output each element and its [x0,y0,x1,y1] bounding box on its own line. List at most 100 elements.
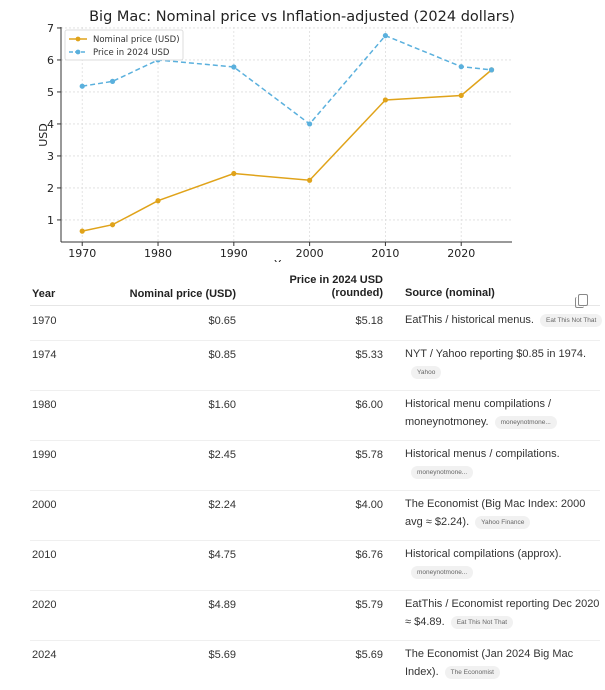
table-row: 1980 $1.60 $6.00 Historical menu compilatio… [30,390,600,441]
source-chip[interactable]: Yahoo [411,365,442,379]
data-point [109,222,116,228]
data-point [458,92,464,99]
cell-source: The Economist (Big Mac Index: 2000 avg ≈… [405,495,605,531]
source-chip[interactable]: Eat This Not That [540,313,603,327]
legend-label: Nominal price (USD) [93,35,180,45]
cell-nominal: $0.65 [208,315,236,327]
chart: 1970 1980 1990 2000 2010 2020 1 2 3 4 5 6 7 Big Mac: … [0,0,605,262]
cell-adjusted: $5.33 [355,349,383,361]
data-point [109,78,116,84]
cell-year: 1980 [32,399,57,411]
cell-year: 1990 [32,449,57,461]
data-point [79,228,85,234]
source-chip[interactable]: moneynotmone... [411,465,474,479]
header-adjusted: Price in 2024 USD (rounded) [289,274,383,300]
cell-year: 2024 [32,649,57,661]
source-chip[interactable]: Eat This Not That [450,615,514,629]
cell-source: Historical menus / compilations. moneynot… [405,445,605,481]
copy-icon[interactable] [575,294,588,308]
data-point [488,67,495,73]
table-row: 1974 $0.85 $5.33 NYT / Yahoo reporting $0.8… [30,340,600,391]
cell-year: 1974 [32,349,57,361]
legend-marker [75,49,81,55]
source-chip[interactable]: The Economist [444,665,500,679]
legend-marker [75,36,81,42]
cell-year: 2000 [32,499,57,511]
cell-source: Historical compilations (approx). moneyno… [405,545,605,581]
cell-year: 1970 [32,315,57,327]
x-tick-label: 1990 [220,247,248,260]
source-chip[interactable]: Yahoo Finance [475,515,531,529]
series-line-0 [82,69,493,232]
y-tick-label: 7 [47,22,54,35]
source-text: NYT / Yahoo reporting $0.85 in 1974. [405,348,587,360]
cell-nominal: $2.45 [208,449,236,461]
source-text: EatThis / historical menus. [405,314,534,326]
header-adjusted-line1: Price in 2024 USD [289,274,383,286]
legend [64,29,184,61]
table-row: 2024 $5.69 $5.69 The Economist (Jan 2024 Bi… [30,640,600,690]
source-chip[interactable]: moneynotmone... [411,565,474,579]
x-axis-label: Year [273,258,298,262]
data-point [307,121,313,127]
cell-year: 2010 [32,549,57,561]
table-row: 1990 $2.45 $5.78 Historical menus / compila… [30,440,600,491]
cell-adjusted: $5.78 [355,449,383,461]
table-header: Year Nominal price (USD) Price in 2024 U… [30,272,600,308]
y-tick-label: 5 [47,86,54,99]
data-point [307,177,313,183]
cell-source: Historical menu compilations / moneynotm… [405,395,605,431]
header-adjusted-line2: (rounded) [331,287,383,299]
table-row: 2000 $2.24 $4.00 The Economist (Big Mac Ind… [30,490,600,541]
cell-source: EatThis / historical menus. Eat This Not … [405,311,605,329]
y-axis-label: USD [37,123,50,147]
source-text: Historical menu compilations / moneynotm… [405,398,552,428]
data-point [458,64,464,70]
cell-adjusted: $6.00 [355,399,383,411]
x-tick-label: 2010 [371,247,399,260]
line-chart: 1970 1980 1990 2000 2010 2020 1 2 3 4 5 6 7 Big Mac: … [37,9,515,262]
source-text: EatThis / Economist reporting Dec 2020 ≈… [405,598,600,628]
cell-year: 2020 [32,599,57,611]
data-point [382,97,389,103]
source-chip[interactable]: moneynotmone... [494,415,557,429]
data-point [155,198,161,204]
x-tick-label: 1970 [68,247,96,260]
cell-nominal: $2.24 [208,499,236,511]
source-text: The Economist (Jan 2024 Big Mac Index). [405,648,574,678]
cell-source: EatThis / Economist reporting Dec 2020 ≈… [405,595,605,631]
cell-nominal: $4.89 [208,599,236,611]
data-point [231,170,237,177]
x-tick-label: 2020 [447,247,475,260]
y-tick-label: 2 [47,182,54,195]
source-text: Historical compilations (approx). [405,548,562,560]
cell-adjusted: $5.79 [355,599,383,611]
header-source: Source (nominal) [405,287,495,299]
data-point [79,83,85,89]
cell-nominal: $4.75 [208,549,236,561]
legend-label: Price in 2024 USD [93,48,170,58]
source-text: Historical menus / compilations. [405,448,560,460]
series-line-1 [82,34,492,125]
cell-nominal: $5.69 [208,649,236,661]
x-tick-label: 1980 [144,247,172,260]
cell-source: The Economist (Jan 2024 Big Mac Index). T… [405,645,605,681]
x-tick-label: 2000 [296,247,324,260]
table-row: 2020 $4.89 $5.79 EatThis / Economist report… [30,590,600,641]
cell-source: NYT / Yahoo reporting $0.85 in 1974. Yaho… [405,345,605,381]
cell-adjusted: $4.00 [355,499,383,511]
cell-nominal: $1.60 [208,399,236,411]
cell-adjusted: $5.69 [355,649,383,661]
header-nominal: Nominal price (USD) [129,288,236,300]
data-point [382,33,389,39]
table-row: 2010 $4.75 $6.76 Historical compilations (a… [30,540,600,591]
y-tick-label: 3 [47,150,54,163]
cell-adjusted: $6.76 [355,549,383,561]
cell-adjusted: $5.18 [355,315,383,327]
y-tick-label: 4 [47,118,54,131]
table-row: 1970 $0.65 $5.18 EatThis / historical menus… [30,306,603,341]
y-tick-label: 6 [47,54,54,67]
header-year: Year [32,288,56,300]
cell-nominal: $0.85 [208,349,236,361]
data-point [231,64,237,70]
